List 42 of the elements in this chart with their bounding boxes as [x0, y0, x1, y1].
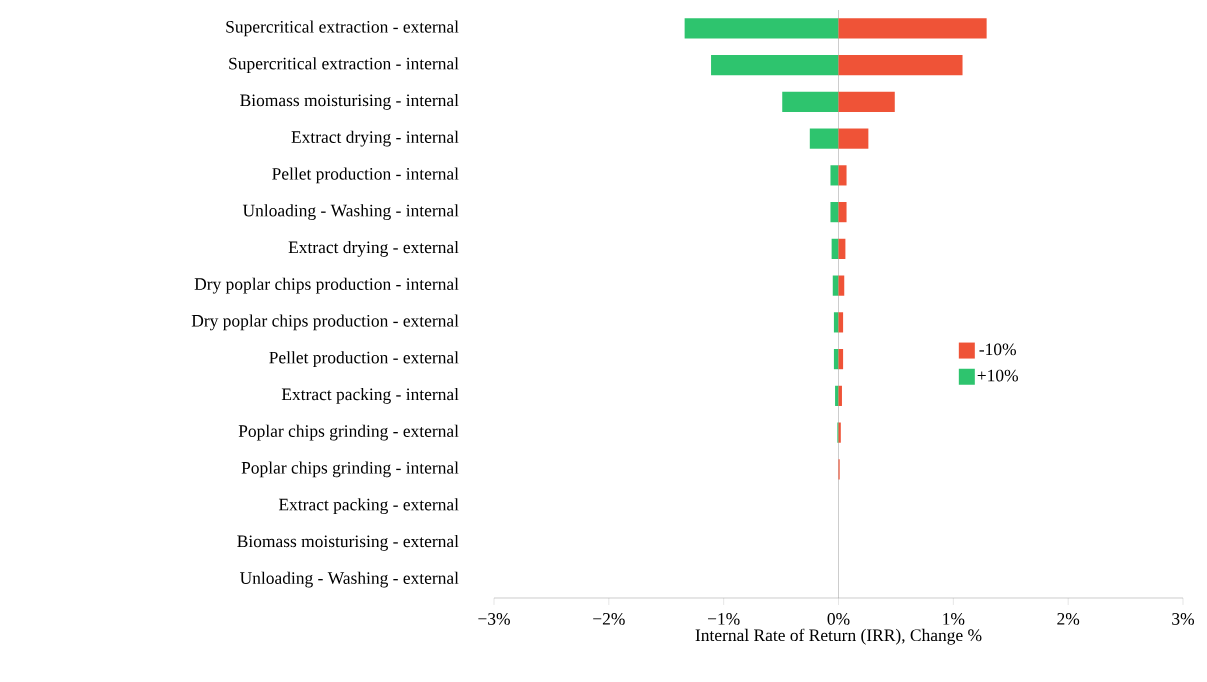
bar	[830, 165, 839, 186]
y-tick-label: Extract drying - internal	[291, 130, 459, 147]
x-tick-label: 0%	[827, 613, 850, 625]
y-tick-label: Biomass moisturising - external	[237, 534, 459, 551]
y-tick-label: Poplar chips grinding - external	[238, 424, 459, 441]
bar	[838, 91, 895, 112]
bar	[809, 128, 839, 149]
bar	[838, 18, 987, 39]
y-tick-label: Supercritical extraction - external	[226, 20, 459, 37]
bar	[838, 165, 847, 186]
bar	[833, 349, 839, 370]
y-tick-label: Dry poplar chips production - external	[191, 314, 459, 331]
y-tick-label: Supercritical extraction - internal	[229, 57, 459, 74]
x-axis-title: Internal Rate of Return (IRR), Change %	[695, 628, 982, 645]
legend-label: +10%	[977, 369, 1019, 382]
y-tick-label: Unloading - Washing - external	[239, 571, 459, 588]
y-tick-label: Pellet production - external	[269, 351, 459, 368]
x-tick-label: 1%	[943, 613, 965, 625]
y-tick-label: Poplar chips grinding - internal	[241, 461, 459, 478]
y-tick-label: Unloading - Washing - internal	[242, 204, 459, 221]
x-tick-label: −2%	[593, 613, 625, 625]
y-tick-label: Extract packing - external	[278, 498, 459, 515]
bar	[711, 55, 839, 76]
x-tick-label: 2%	[1057, 613, 1080, 625]
bar	[782, 91, 839, 112]
y-tick-label: Pellet production - internal	[272, 167, 459, 184]
bar	[684, 18, 839, 39]
bar	[831, 238, 839, 259]
y-tick-label: Biomass moisturising - internal	[240, 93, 459, 110]
legend-label: -10%	[979, 343, 1016, 356]
bar	[830, 202, 839, 223]
y-tick-label: Extract packing - internal	[281, 387, 459, 404]
x-tick-label: −1%	[708, 613, 740, 625]
x-tick-label: 3%	[1172, 613, 1195, 625]
bar	[833, 312, 839, 333]
bar	[832, 275, 839, 296]
bar	[838, 202, 847, 223]
bar	[838, 55, 963, 76]
y-tick-label: Dry poplar chips production - internal	[194, 277, 459, 294]
bar	[838, 128, 869, 149]
y-tick-label: Extract drying - external	[288, 240, 459, 257]
x-tick-label: −3%	[478, 613, 510, 625]
